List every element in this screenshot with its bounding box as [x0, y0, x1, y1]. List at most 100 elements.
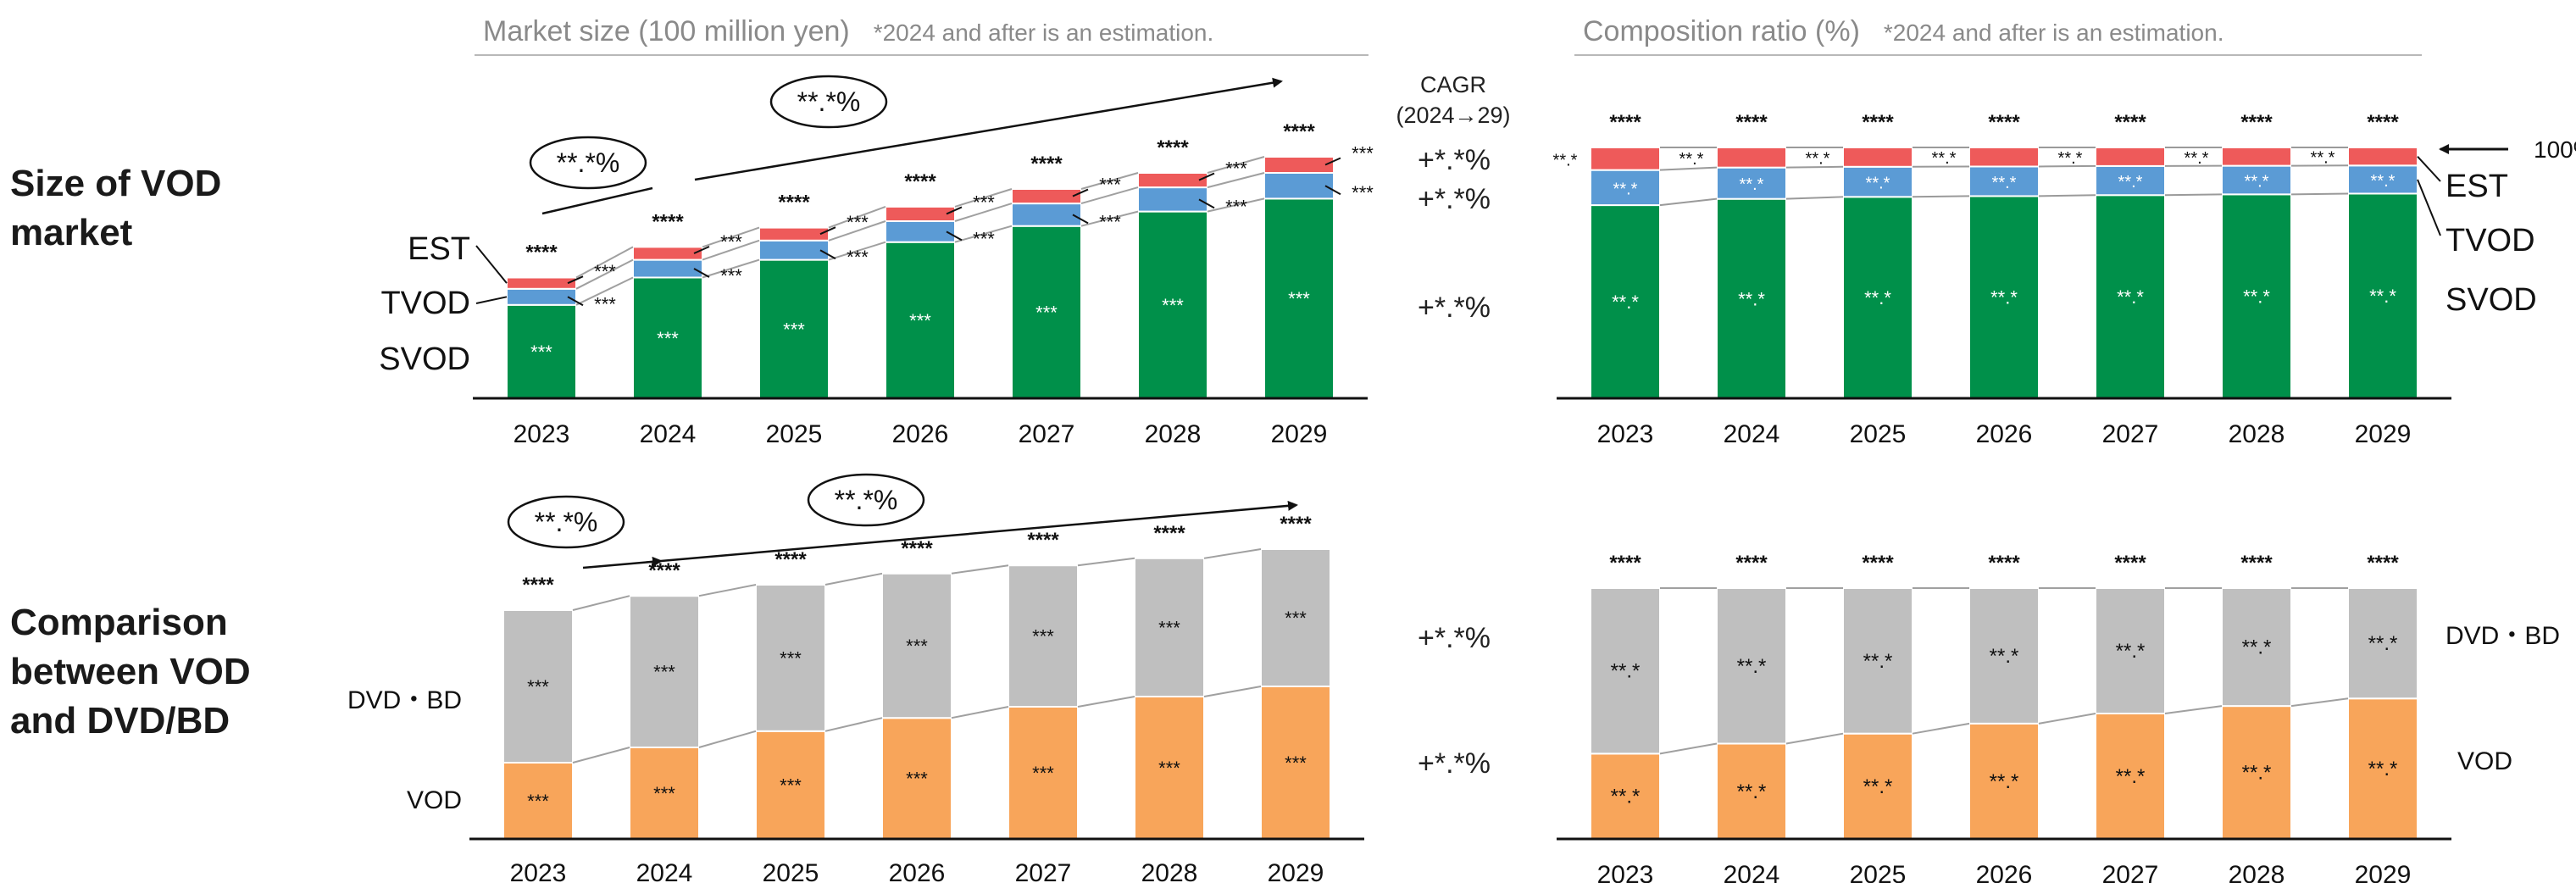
x-tick-label: 2025 — [763, 859, 819, 883]
bar-svod-2029 — [1263, 197, 1335, 399]
row-title-comparison: Comparison between VOD and DVD/BD — [10, 598, 281, 746]
connector-line — [1203, 686, 1262, 697]
connector-line — [698, 730, 757, 748]
growth-badge-label: **.*% — [535, 507, 598, 537]
x-tick-label: 2024 — [636, 859, 693, 883]
est-share-label: **.* — [2185, 149, 2209, 168]
dvd-value-label: *** — [780, 647, 802, 669]
connector-line — [1785, 196, 1844, 200]
connector-line — [575, 258, 634, 290]
cagr-est: +*.*% — [1418, 144, 1491, 176]
bar-dvdbd-2024 — [1716, 587, 1787, 745]
x-tick-label: 2029 — [2355, 861, 2412, 883]
total-label: **** — [2114, 552, 2146, 575]
bar-tvod-2028 — [2221, 164, 2292, 196]
connector-line — [575, 276, 634, 306]
tvod-value-label: *** — [594, 293, 616, 314]
tvod-value-label: *** — [720, 265, 742, 286]
legend3-vod: VOD — [407, 786, 462, 814]
connector-line — [702, 226, 760, 248]
bar-vod-2027 — [2095, 713, 2166, 840]
connector-line — [2038, 164, 2096, 168]
trend-arrow-short — [582, 556, 663, 569]
dvd-value-label: *** — [1285, 608, 1307, 629]
est-share-label: **.* — [1932, 149, 1957, 168]
x-tick-label: 2026 — [1976, 420, 2033, 448]
bar-est-2027 — [1011, 188, 1082, 205]
connector-line — [572, 747, 630, 764]
dvd-share-label: **.* — [1990, 645, 2019, 668]
bar-est-2028 — [2221, 147, 2292, 167]
vod-share-label: **.* — [2116, 765, 2146, 788]
est-leader — [567, 275, 584, 285]
connector-line — [1659, 197, 1718, 207]
bar-tvod-2029 — [2347, 164, 2418, 195]
connector-line — [824, 717, 883, 732]
bar-tvod-2027 — [1011, 203, 1082, 227]
bar-tvod-2025 — [758, 239, 830, 261]
est-value-label: *** — [720, 231, 742, 253]
trend-arrow-long — [660, 500, 1298, 563]
left-panel-note: *2024 and after is an estimation. — [873, 19, 1214, 46]
connector-line — [1207, 197, 1265, 213]
x-tick-label: 2025 — [1850, 861, 1907, 883]
tvod-leader — [819, 249, 836, 260]
bar-dvdbd-2029 — [2347, 587, 2418, 700]
total-label: **** — [1157, 136, 1189, 159]
connector-line — [951, 564, 1009, 575]
bar-est-2023 — [506, 276, 577, 290]
vod-value-label: *** — [906, 769, 928, 790]
connector-line — [828, 220, 886, 242]
connector-line — [702, 239, 760, 261]
svod-share-label: **.* — [1612, 292, 1639, 313]
bar-est-2029 — [2347, 147, 2418, 167]
total-label: **** — [778, 192, 810, 214]
tvod-value-label: *** — [1225, 196, 1247, 217]
legend-leader-est — [475, 245, 508, 284]
legend-leader-tvod — [475, 296, 508, 304]
total-label: **** — [2367, 111, 2399, 134]
x-tick-label: 2029 — [1271, 420, 1328, 448]
legend4-dvd: DVD・BD — [2446, 622, 2560, 650]
bar-vod-2025 — [1842, 732, 1913, 840]
svod-share-label: **.* — [2369, 286, 2396, 307]
connector-line — [1785, 732, 1844, 745]
svod-share-label: **.* — [1990, 287, 2018, 308]
svod-value-label: *** — [783, 319, 805, 340]
x-tick-label: 2023 — [514, 420, 570, 448]
bar-svod-2028 — [2221, 193, 2292, 399]
tvod-share-label: **.* — [2245, 172, 2269, 191]
tvod-value-label: *** — [1099, 211, 1121, 232]
left-header-rule — [475, 54, 1368, 56]
cagr-vod: +*.*% — [1418, 747, 1491, 780]
svod-value-label: *** — [1035, 302, 1058, 323]
total-label: **** — [652, 210, 684, 233]
cagr-header: CAGR (2024→29) — [1373, 69, 1534, 131]
cagr-svod: +*.*% — [1418, 292, 1491, 324]
x-tick-label: 2025 — [1850, 420, 1907, 448]
legend2-tvod: TVOD — [2446, 223, 2535, 258]
svod-value-label: *** — [909, 310, 931, 331]
connector-line — [1080, 186, 1139, 205]
vod-share-label: **.* — [1611, 786, 1641, 808]
total-label: **** — [1283, 120, 1315, 143]
svod-share-label: **.* — [1738, 288, 1765, 309]
est-leader — [1324, 157, 1341, 166]
bar-svod-2024 — [632, 276, 703, 399]
bar-vod-2024 — [629, 747, 700, 840]
connector-line — [1207, 156, 1265, 174]
tvod-share-label: **.* — [1613, 180, 1638, 198]
x-tick-label: 2026 — [889, 859, 946, 883]
x-tick-label: 2026 — [892, 420, 949, 448]
legend2-leader-est — [2417, 155, 2441, 182]
connector-line — [2038, 713, 2096, 725]
est-share-label: **.* — [1553, 151, 1578, 169]
connector-line — [1207, 172, 1265, 189]
bar-svod-2026 — [1968, 195, 2040, 399]
dvd-value-label: *** — [527, 676, 549, 697]
total-label: **** — [1862, 111, 1894, 134]
bar-dvdbd-2025 — [755, 584, 826, 732]
est-value-label: *** — [1225, 158, 1247, 180]
est-leader — [1072, 188, 1089, 197]
connector-line — [2038, 194, 2096, 197]
